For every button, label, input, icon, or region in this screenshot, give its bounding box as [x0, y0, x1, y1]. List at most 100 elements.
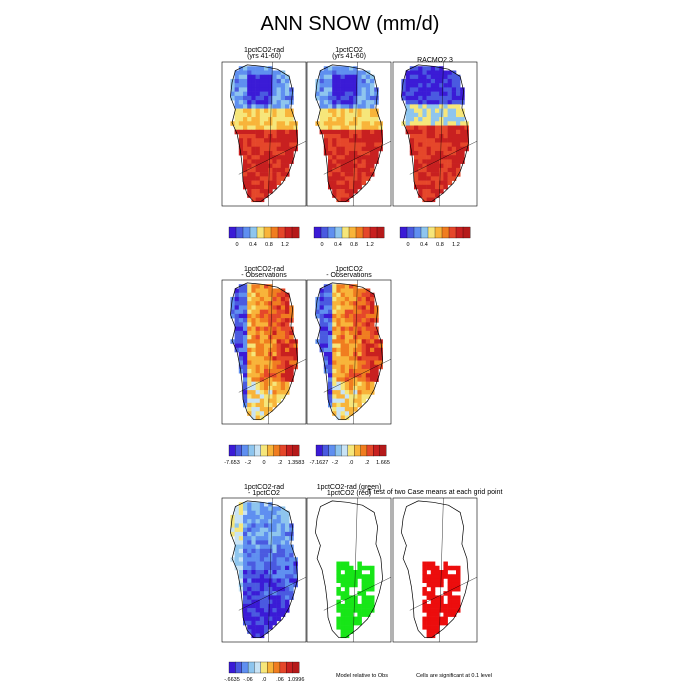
- map-cell: [234, 523, 240, 528]
- map-cell: [460, 95, 465, 101]
- map-cell: [340, 74, 346, 80]
- map-cell: [264, 620, 269, 626]
- map-cell: [447, 155, 453, 160]
- map-cell: [243, 620, 248, 626]
- map-cell: [340, 595, 346, 600]
- map-cell: [422, 586, 427, 592]
- map-cell: [259, 313, 265, 319]
- map-cell: [435, 599, 440, 605]
- map-cell: [435, 108, 440, 114]
- map-cell: [414, 129, 419, 135]
- map-cell: [357, 330, 362, 336]
- map-cell: [272, 288, 277, 294]
- map-cell: [336, 360, 341, 366]
- map-cell: [447, 112, 453, 118]
- map-cell: [361, 138, 367, 143]
- map-cell: [340, 578, 346, 584]
- map-cell: [272, 330, 277, 336]
- map-cell: [340, 134, 346, 139]
- map-cell: [456, 121, 461, 126]
- map-cell: [422, 87, 427, 92]
- map-cell: [430, 591, 436, 596]
- map-cell: [264, 381, 269, 387]
- map-cell: [276, 100, 282, 105]
- map-cell: [344, 343, 350, 349]
- map-cell: [349, 142, 354, 148]
- map-cell: [264, 390, 269, 395]
- map-cell: [268, 134, 273, 139]
- map-cell: [255, 514, 261, 520]
- map-cell: [251, 373, 256, 378]
- map-cell: [255, 415, 261, 421]
- map-cell: [289, 523, 294, 528]
- map-cell: [336, 390, 341, 395]
- map-cell: [255, 599, 261, 605]
- map-cell: [336, 330, 341, 336]
- map-cell: [268, 390, 273, 395]
- map-cell: [374, 91, 379, 97]
- map-cell: [365, 176, 371, 181]
- map-cell: [255, 138, 261, 143]
- map-cell: [374, 326, 379, 332]
- map-cell: [344, 301, 350, 306]
- map-cell: [361, 612, 367, 617]
- map-cell: [422, 176, 427, 181]
- map-cell: [323, 66, 329, 71]
- map-cell: [243, 586, 248, 592]
- map-cell: [353, 335, 358, 340]
- map-cell: [259, 125, 265, 131]
- map-cell: [435, 595, 440, 600]
- map-cell: [268, 608, 273, 613]
- colorbar-swatch: [354, 444, 361, 457]
- map-cell: [447, 565, 453, 571]
- colorbar-swatch: [320, 226, 329, 239]
- map-cell: [344, 318, 350, 323]
- map-cell: [353, 146, 358, 152]
- map-cell: [247, 523, 252, 528]
- map-cell: [255, 360, 261, 366]
- map-cell: [430, 117, 436, 122]
- map-cell: [280, 510, 286, 516]
- map-cell: [264, 301, 269, 306]
- map-cell: [430, 142, 436, 148]
- map-cell: [365, 138, 371, 143]
- map-cell: [251, 309, 256, 315]
- map-cell: [349, 112, 354, 118]
- map-cell: [285, 326, 290, 332]
- map-cell: [374, 150, 379, 156]
- map-cell: [251, 415, 256, 421]
- map-cell: [276, 159, 282, 164]
- map-cell: [374, 305, 379, 310]
- map-cell: [272, 70, 277, 76]
- map-cell: [370, 163, 375, 169]
- map-cell: [264, 574, 269, 579]
- map-cell: [447, 608, 453, 613]
- map-cell: [439, 582, 444, 588]
- map-cell: [319, 100, 325, 105]
- map-cell: [285, 531, 290, 537]
- map-cell: [332, 159, 337, 164]
- map-panel: RACMO2.3: [392, 57, 478, 207]
- map-cell: [439, 74, 444, 80]
- map-cell: [374, 309, 379, 315]
- map-cell: [336, 313, 341, 319]
- colorbar-tick-label: 0.4: [420, 242, 428, 248]
- colorbar-tick-label: .06: [276, 677, 284, 683]
- map-cell: [340, 582, 346, 588]
- colorbar-swatch: [286, 661, 293, 674]
- map-cell: [370, 377, 375, 382]
- map-cell: [251, 633, 256, 639]
- map-cell: [443, 83, 448, 88]
- map-cell: [238, 129, 244, 135]
- map-cell: [451, 565, 457, 571]
- map-cell: [247, 100, 252, 105]
- map-cell: [430, 184, 436, 190]
- map-cell: [336, 318, 341, 323]
- map-cell: [353, 402, 358, 408]
- map-cell: [319, 91, 325, 97]
- map-cell: [357, 347, 362, 353]
- map-cell: [353, 66, 358, 71]
- map-cell: [276, 134, 282, 139]
- map-cell: [251, 330, 256, 336]
- map-cell: [285, 155, 290, 160]
